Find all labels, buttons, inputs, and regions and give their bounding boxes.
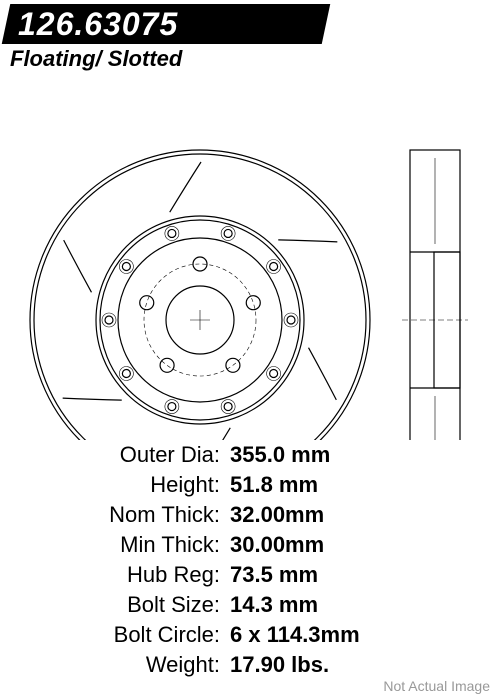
spec-label: Bolt Circle:: [0, 620, 226, 650]
spec-label: Nom Thick:: [0, 500, 226, 530]
spec-row: Hub Reg:73.5 mm: [0, 560, 500, 590]
watermark: Not Actual Image: [383, 678, 490, 694]
spec-value: 355.0 mm: [226, 440, 330, 470]
spec-value: 17.90 lbs.: [226, 650, 329, 680]
spec-row: Height:51.8 mm: [0, 470, 500, 500]
spec-label: Bolt Size:: [0, 590, 226, 620]
spec-value: 51.8 mm: [226, 470, 318, 500]
spec-row: Bolt Circle:6 x 114.3mm: [0, 620, 500, 650]
header: 126.63075 Floating/ Slotted: [0, 0, 500, 72]
spec-label: Min Thick:: [0, 530, 226, 560]
spec-table: Outer Dia:355.0 mmHeight:51.8 mmNom Thic…: [0, 440, 500, 680]
technical-drawing: [0, 80, 500, 430]
spec-value: 73.5 mm: [226, 560, 318, 590]
spec-row: Bolt Size:14.3 mm: [0, 590, 500, 620]
subtitle: Floating/ Slotted: [10, 46, 182, 72]
spec-label: Height:: [0, 470, 226, 500]
spec-value: 30.00mm: [226, 530, 324, 560]
spec-row: Min Thick:30.00mm: [0, 530, 500, 560]
rotor-drawing-svg: [0, 80, 500, 440]
spec-row: Weight:17.90 lbs.: [0, 650, 500, 680]
spec-row: Outer Dia:355.0 mm: [0, 440, 500, 470]
part-number: 126.63075: [18, 6, 178, 43]
spec-label: Outer Dia:: [0, 440, 226, 470]
spec-value: 6 x 114.3mm: [226, 620, 360, 650]
spec-label: Weight:: [0, 650, 226, 680]
spec-value: 14.3 mm: [226, 590, 318, 620]
spec-value: 32.00mm: [226, 500, 324, 530]
spec-row: Nom Thick:32.00mm: [0, 500, 500, 530]
spec-label: Hub Reg:: [0, 560, 226, 590]
